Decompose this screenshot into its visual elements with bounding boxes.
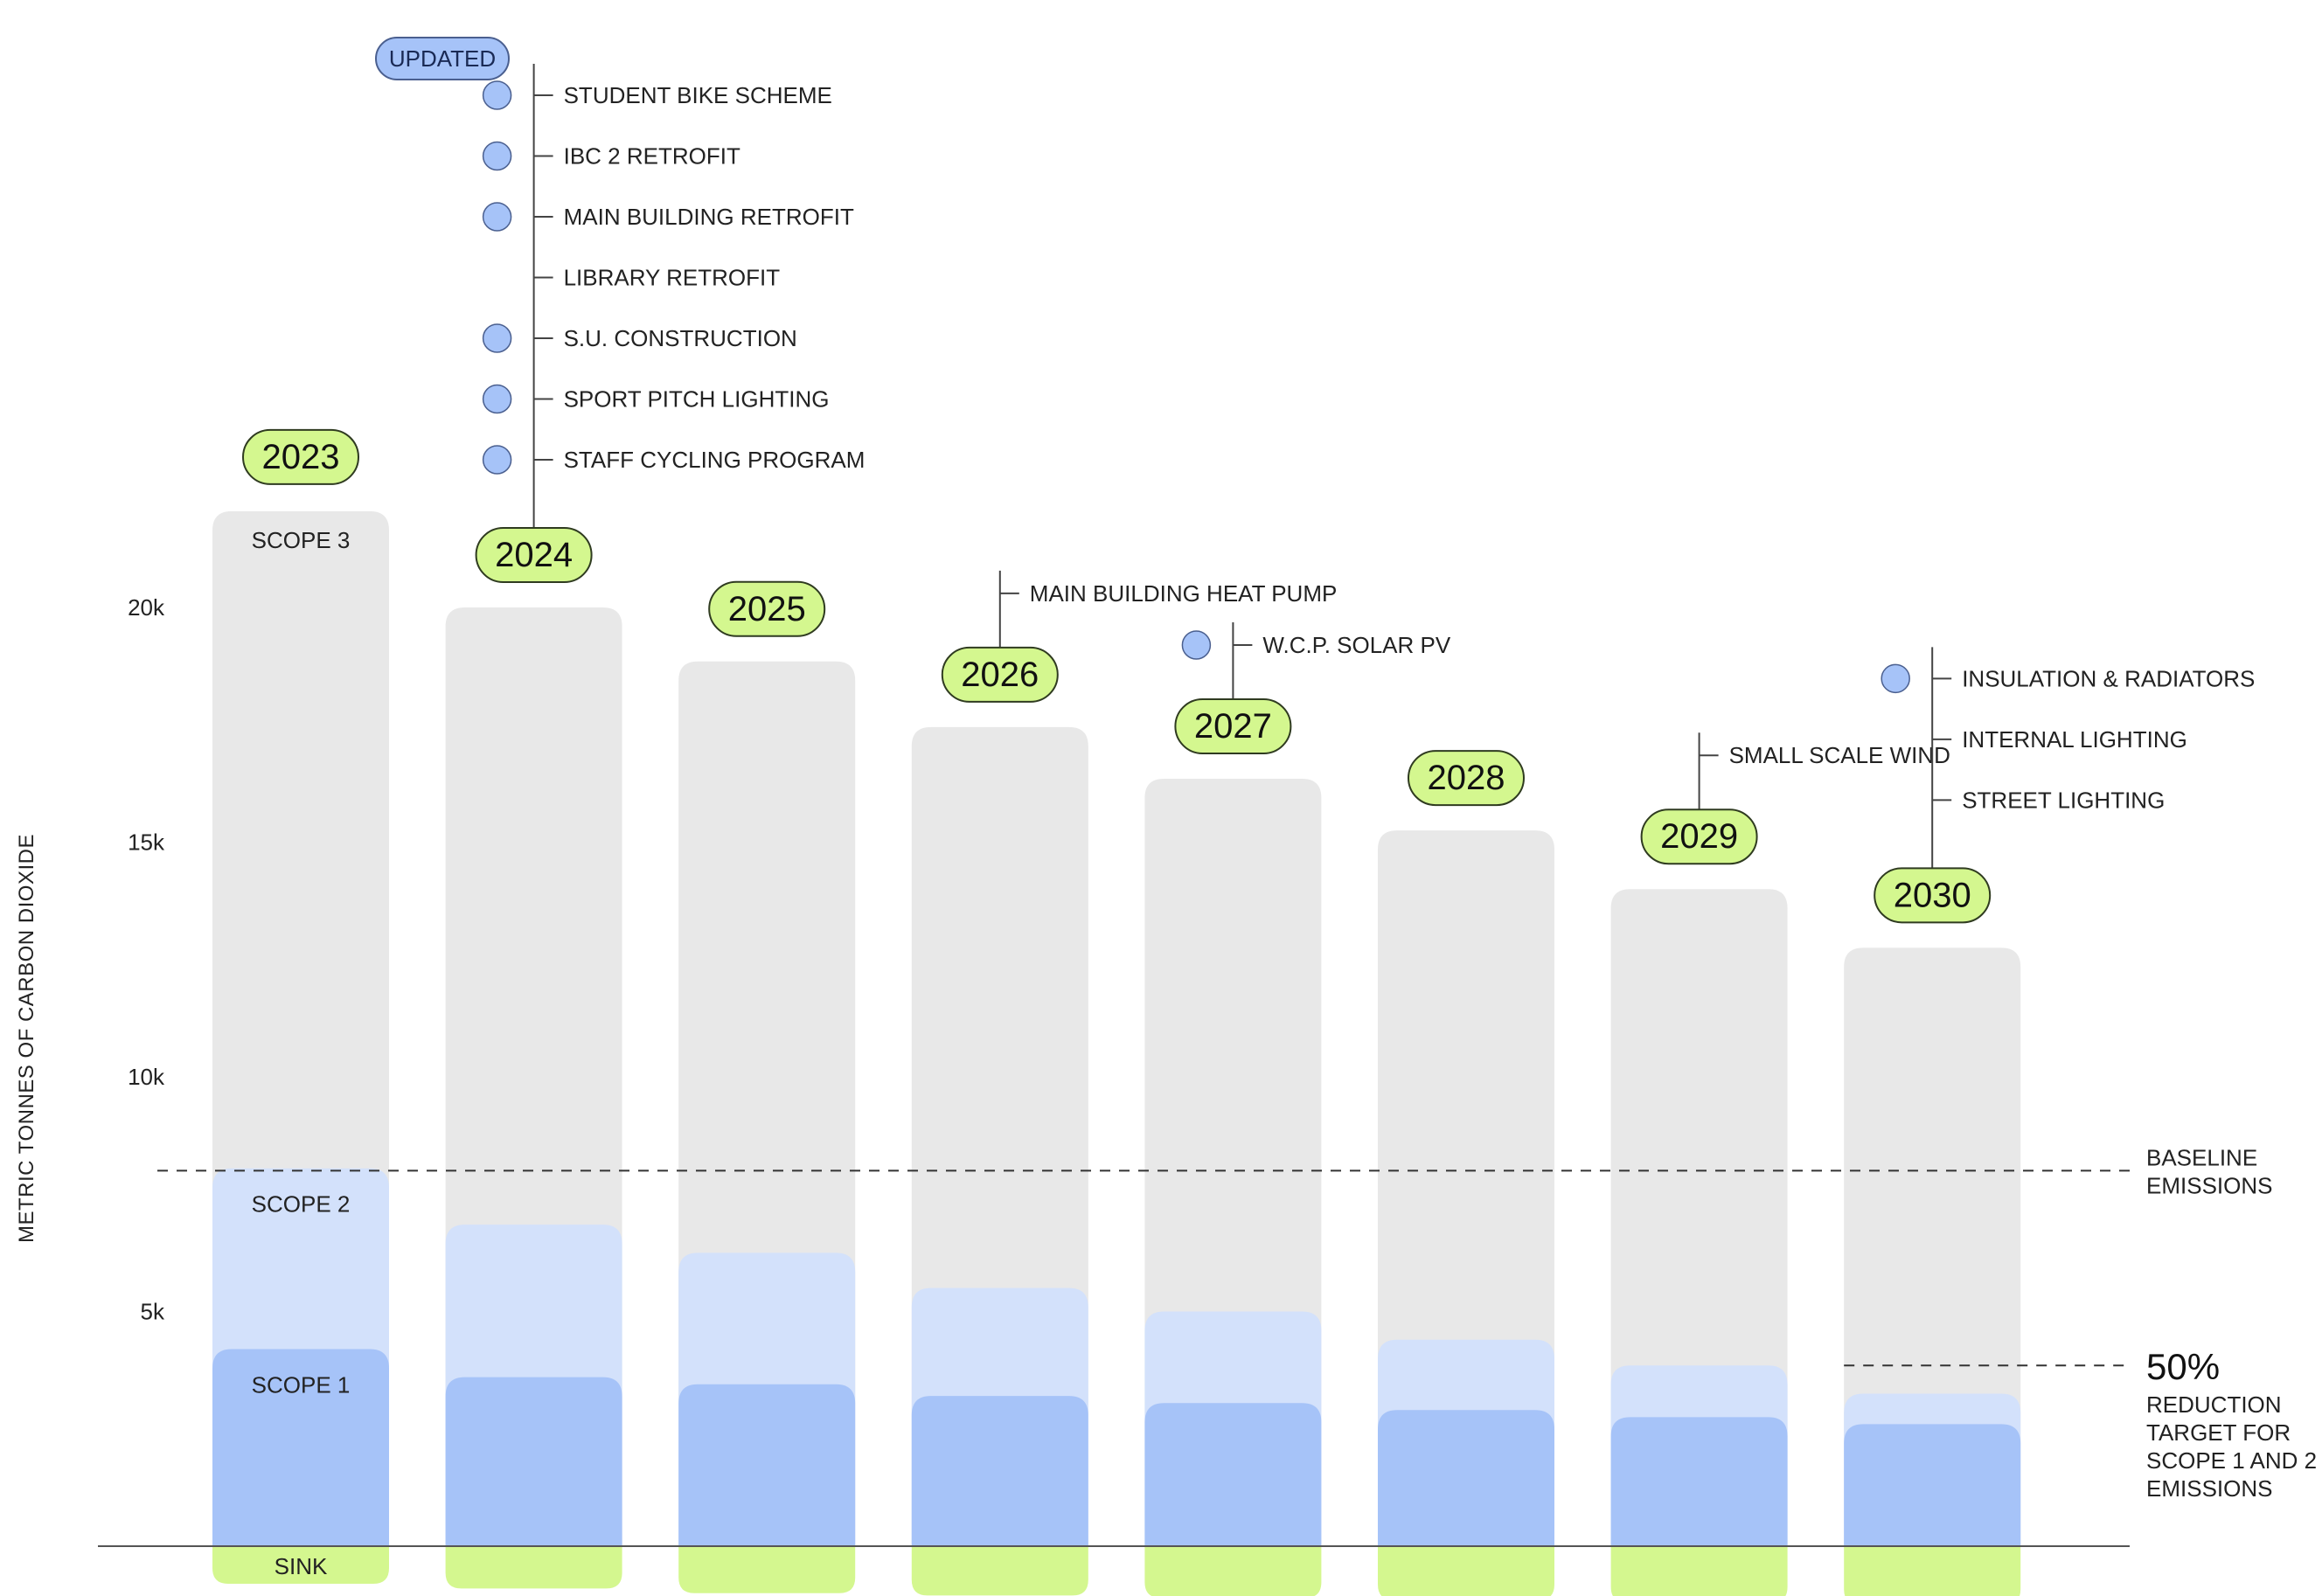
- bar-sink-2026: [911, 1546, 1088, 1596]
- y-tick-label: 5k: [141, 1299, 165, 1325]
- year-badge-2027-shape: [1174, 698, 1292, 755]
- project-label: STREET LIGHTING: [1962, 787, 2165, 813]
- bar-sink-2027: [1144, 1546, 1322, 1596]
- project-label: IBC 2 RETROFIT: [564, 143, 740, 170]
- project-status-dot: [1881, 663, 1910, 694]
- year-badge-2024-shape: [475, 527, 593, 583]
- project-status-dot: [482, 80, 512, 110]
- bar-scope1-2030: [1844, 1424, 2021, 1546]
- project-label: MAIN BUILDING RETROFIT: [564, 204, 854, 230]
- year-badge-2023-text: 2023: [262, 438, 340, 476]
- baseline-label: EMISSIONS: [2146, 1172, 2272, 1198]
- year-badge-2030-text: 2030: [1894, 876, 1971, 914]
- y-axis-title: METRIC TONNES OF CARBON DIOXIDE: [15, 834, 38, 1243]
- bar-sink-2025: [678, 1546, 856, 1593]
- project-label: INTERNAL LIGHTING: [1962, 726, 2187, 753]
- project-label: STUDENT BIKE SCHEME: [564, 82, 832, 108]
- bar-sink-2023: [212, 1546, 389, 1584]
- project-label: S.U. CONSTRUCTION: [564, 325, 797, 351]
- project-label: LIBRARY RETROFIT: [564, 265, 781, 291]
- target-percent: 50%: [2146, 1346, 2220, 1387]
- label-scope2: SCOPE 2: [252, 1191, 351, 1218]
- bar-scope1-2026: [911, 1396, 1088, 1546]
- baseline-label: BASELINE: [2146, 1144, 2257, 1170]
- project-status-dot: [482, 445, 512, 475]
- year-badge-2026-shape: [941, 646, 1059, 703]
- year-badge-2030-shape: [1874, 867, 1992, 924]
- bar-scope1-2023: [212, 1349, 389, 1546]
- project-annotations-layer: STUDENT BIKE SCHEME IBC 2 RETROFIT MAIN BU…: [375, 37, 2255, 869]
- project-status-dot: [1181, 630, 1212, 660]
- bar-scope1-2028: [1378, 1410, 1554, 1546]
- year-badge-2025-shape: [708, 580, 826, 637]
- updated-badge: [375, 37, 510, 80]
- project-label: MAIN BUILDING HEAT PUMP: [1030, 580, 1338, 607]
- target-label: TARGET FOR: [2146, 1419, 2291, 1446]
- year-badge-2028-text: 2028: [1428, 759, 1505, 797]
- label-sink: SINK: [275, 1553, 328, 1579]
- bar-sink-2029: [1610, 1546, 1788, 1596]
- y-axis: 5k 10k 15k 20k METRIC TONNES OF CARBON DIOXI…: [15, 594, 2130, 1547]
- project-status-dot: [482, 202, 512, 232]
- project-label: SMALL SCALE WIND: [1729, 742, 1950, 768]
- target-label: EMISSIONS: [2146, 1475, 2272, 1502]
- year-badge-2024-text: 2024: [495, 536, 573, 574]
- target-label: SCOPE 1 AND 2: [2146, 1447, 2317, 1474]
- year-badge-2029-shape: [1640, 808, 1758, 865]
- bar-sink-2030: [1844, 1546, 2021, 1596]
- project-label: INSULATION & RADIATORS: [1962, 665, 2255, 691]
- year-badge-2023-shape: [242, 428, 359, 485]
- project-label: W.C.P. SOLAR PV: [1262, 632, 1450, 658]
- project-status-dot: [482, 384, 512, 414]
- y-tick-label: 10k: [128, 1064, 165, 1090]
- project-status-dot: [482, 141, 512, 171]
- bar-scope1-2027: [1144, 1403, 1322, 1546]
- y-tick-label: 20k: [128, 594, 165, 621]
- project-label: STAFF CYCLING PROGRAM: [564, 447, 866, 473]
- year-badge-2027-text: 2027: [1194, 707, 1272, 746]
- project-status-dot: [482, 323, 512, 353]
- label-scope1: SCOPE 1: [252, 1371, 351, 1398]
- label-scope3: SCOPE 3: [252, 527, 351, 553]
- project-label: SPORT PITCH LIGHTING: [564, 386, 830, 413]
- updated-badge-text: UPDATED: [389, 45, 496, 72]
- bar-scope1-2025: [678, 1384, 856, 1546]
- year-badge-2028-shape: [1408, 750, 1525, 807]
- bar-sink-2024: [445, 1546, 622, 1589]
- bar-scope1-2024: [445, 1377, 622, 1546]
- year-badge-2026-text: 2026: [961, 656, 1039, 694]
- bars-layer: SCOPE 3 SCOPE 2 SCOPE 1 SINK: [212, 510, 2021, 1596]
- year-badge-2025-text: 2025: [728, 590, 806, 628]
- year-badges-layer: 2023 2024 2025 2026 2027 2028 2029 2030: [242, 428, 1992, 924]
- year-badge-2029-text: 2029: [1660, 817, 1738, 856]
- y-tick-label: 15k: [128, 829, 165, 856]
- bar-scope1-2029: [1610, 1417, 1788, 1546]
- bar-sink-2028: [1378, 1546, 1554, 1596]
- target-label: REDUCTION: [2146, 1391, 2282, 1418]
